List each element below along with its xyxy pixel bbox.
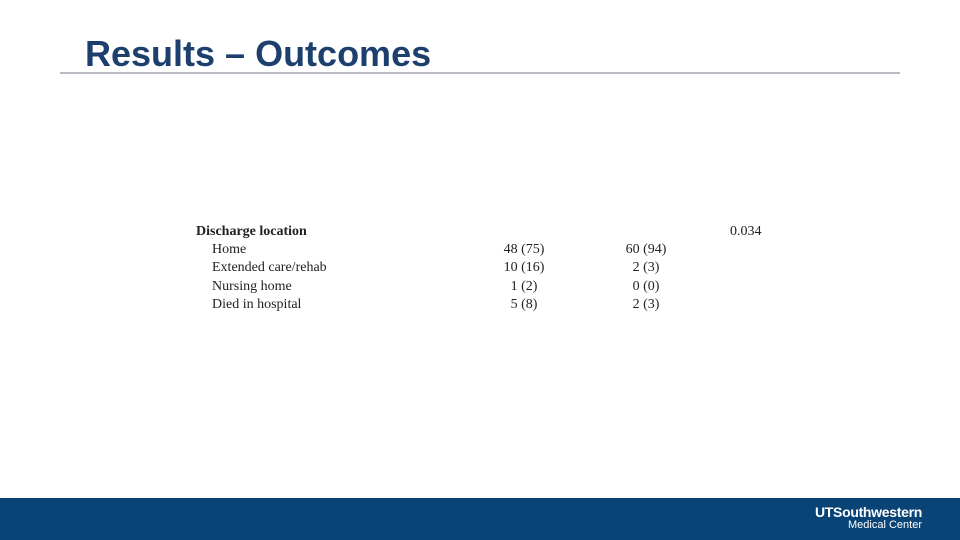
ut-southwestern-logo: UTSouthwestern Medical Center <box>772 504 922 534</box>
logo-wordmark: UTSouthwestern <box>814 504 922 520</box>
slide-title: Results – Outcomes <box>85 33 432 74</box>
table-row: Home 48 (75) 60 (94) <box>196 242 776 260</box>
p-value: 0.034 <box>730 224 762 239</box>
row-value-col1: 1 (2) <box>510 279 538 294</box>
footer-bar: UTSouthwestern Medical Center <box>0 498 960 540</box>
outcomes-table: Discharge location 0.034 Home 48 (75) 60… <box>196 224 776 320</box>
logo-subtitle: Medical Center <box>848 519 922 531</box>
title-divider <box>60 72 900 74</box>
table-row: Nursing home 1 (2) 0 (0) <box>196 279 776 297</box>
row-value-col1: 10 (16) <box>503 260 545 275</box>
row-value-col2: 60 (94) <box>625 242 667 257</box>
row-value-col1: 5 (8) <box>510 297 538 312</box>
table-row: Died in hospital 5 (8) 2 (3) <box>196 297 776 315</box>
row-label: Nursing home <box>212 279 292 294</box>
row-value-col1: 48 (75) <box>503 242 545 257</box>
row-value-col2: 0 (0) <box>632 279 660 294</box>
row-value-col2: 2 (3) <box>632 260 660 275</box>
table-row: Extended care/rehab 10 (16) 2 (3) <box>196 260 776 278</box>
table-section-header: Discharge location <box>196 224 307 239</box>
row-value-col2: 2 (3) <box>632 297 660 312</box>
row-label: Extended care/rehab <box>212 260 327 275</box>
row-label: Home <box>212 242 247 257</box>
row-label: Died in hospital <box>212 297 302 312</box>
